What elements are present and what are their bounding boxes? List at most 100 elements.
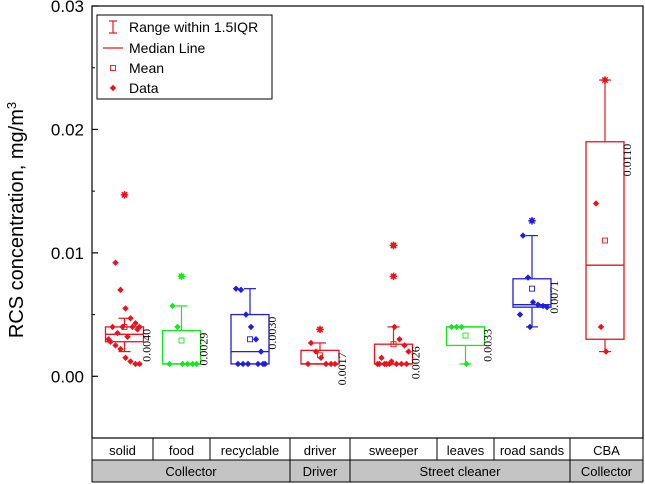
legend-data-icon (109, 84, 117, 92)
legend-label: Mean (129, 60, 164, 76)
data-point (244, 360, 252, 368)
box-leaves: 0.0033 (445, 323, 495, 368)
box-driver: 0.0017 (300, 325, 349, 385)
data-point (124, 333, 131, 340)
data-point (516, 311, 524, 318)
mean-value-label: 0.0110 (620, 144, 634, 177)
data-point (174, 323, 181, 331)
data-point (109, 323, 116, 331)
data-point (448, 323, 455, 331)
box-food: 0.0029 (161, 272, 211, 368)
data-point (132, 320, 139, 327)
mean-marker (178, 337, 185, 344)
group-row-bg (92, 460, 643, 482)
data-point (401, 342, 408, 349)
mean-marker (602, 237, 608, 244)
box-CBA: 0.0110 (585, 76, 634, 355)
data-point (117, 345, 124, 353)
category-label: recyclable (221, 443, 280, 458)
y-axis-title-text: RCS concentration, mg/m (6, 109, 28, 338)
data-point (378, 354, 385, 361)
data-point (597, 323, 605, 331)
data-point (393, 360, 400, 368)
outlier-marker (316, 325, 324, 334)
mean-value-label: 0.0030 (265, 317, 279, 350)
data-point (391, 323, 398, 331)
data-point (117, 286, 124, 294)
data-point (381, 360, 388, 368)
plot-frame (91, 5, 644, 439)
category-axis-table: solid food recyclable driver sweeper leaves ro… (91, 438, 644, 483)
mean-value-label: 0.0033 (481, 329, 495, 362)
mean-value-label: 0.0017 (335, 352, 349, 385)
data-point (376, 360, 383, 368)
mean-value-label: 0.0040 (140, 329, 154, 362)
data-point (169, 302, 176, 310)
data-point (592, 200, 600, 207)
data-point (312, 348, 320, 355)
iqr-box (445, 326, 486, 347)
outlier-marker (528, 216, 536, 225)
data-point (184, 360, 191, 368)
data-point (398, 360, 405, 368)
data-point (234, 360, 242, 368)
y-tick-label: 0.00 (51, 367, 84, 386)
data-point (189, 360, 196, 368)
legend-label: Median Line (129, 40, 205, 56)
category-label: driver (304, 443, 337, 458)
data-point (257, 348, 265, 355)
iqr-box (161, 329, 202, 365)
group-label: Collector (165, 464, 217, 479)
group-label: Collector (581, 464, 633, 479)
data-point (136, 360, 143, 368)
data-point (242, 311, 250, 318)
data-point (122, 305, 129, 312)
data-point (534, 301, 542, 308)
data-point (252, 336, 260, 343)
category-label: road sands (500, 443, 565, 458)
data-point (526, 323, 534, 331)
category-label: sweeper (369, 443, 419, 458)
y-axis-title: RCS concentration, mg/m3 (4, 102, 29, 338)
mean-marker (462, 332, 469, 339)
data-point (237, 286, 245, 294)
data-point (524, 274, 532, 281)
data-point (307, 339, 315, 347)
outlier-marker (120, 191, 129, 199)
data-point (327, 360, 335, 368)
group-label: Street cleaner (420, 464, 502, 479)
outlier-marker (389, 272, 398, 281)
category-label: CBA (593, 443, 620, 458)
data-point (179, 360, 186, 368)
data-point (119, 323, 126, 331)
iqr-box (512, 278, 552, 308)
data-point (112, 259, 119, 266)
data-point (331, 360, 339, 368)
category-label: leaves (447, 443, 485, 458)
box-road-sands: 0.0071 (512, 216, 561, 331)
legend-mean-icon (110, 65, 116, 71)
data-point (122, 354, 129, 361)
data-point (232, 285, 240, 292)
y-axis-label: RCS concentration, mg/m3 (4, 102, 29, 338)
y-tick-label: 0.01 (51, 244, 84, 263)
data-point (386, 360, 393, 368)
box-solid: 0.0040 (104, 191, 154, 368)
data-point (127, 315, 134, 322)
legend-box (96, 14, 273, 100)
y-axis-title-superscript: 3 (4, 102, 19, 109)
data-point (529, 299, 537, 306)
data-point (602, 348, 610, 355)
data-point (134, 326, 141, 333)
data-point (114, 329, 121, 337)
plot-axes: 0.00 0.01 0.02 0.03 (51, 0, 644, 439)
data-point (132, 360, 139, 368)
outlier-marker (177, 272, 186, 281)
data-point (396, 336, 403, 343)
box-sweeper: 0.0026 (373, 241, 423, 379)
data-point (453, 323, 460, 331)
data-point (403, 360, 410, 368)
outlier-marker (601, 76, 609, 84)
data-point (136, 323, 143, 331)
